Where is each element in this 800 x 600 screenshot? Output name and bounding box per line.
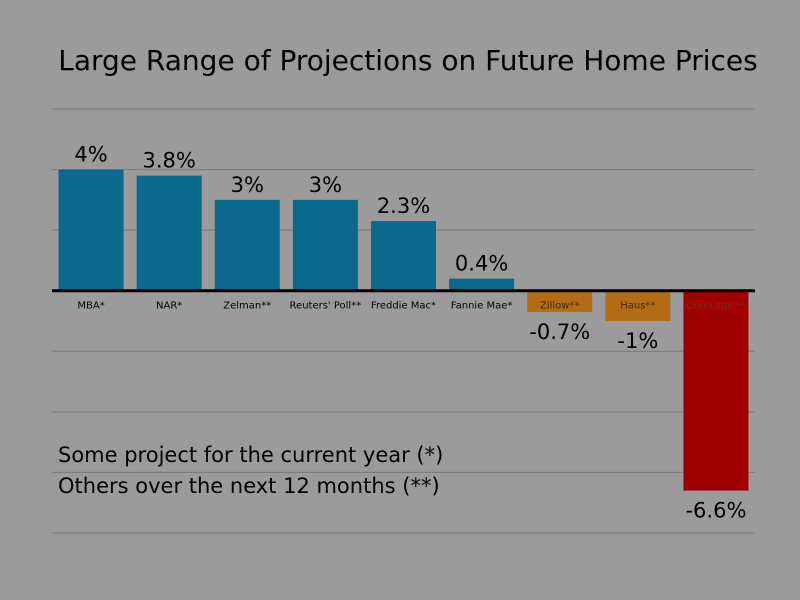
data-label: -1% (617, 329, 658, 353)
data-label: -0.7% (529, 320, 590, 344)
data-label: 2.3% (377, 194, 430, 218)
category-label: CoreLogic** (686, 301, 745, 312)
bar (292, 199, 358, 291)
data-label: 3.8% (142, 149, 195, 173)
bar (214, 199, 280, 291)
data-label: -6.6% (685, 499, 746, 523)
bar (371, 221, 436, 291)
bar (605, 290, 671, 321)
data-label: 0.4% (455, 252, 508, 276)
data-label: 3% (309, 173, 342, 197)
bar (449, 278, 515, 291)
annotation-line-2: Others over the next 12 months (**) (58, 474, 440, 498)
category-label: Zelman** (223, 301, 271, 312)
chart-title: Large Range of Projections on Future Hom… (58, 44, 758, 77)
category-label: Zillow** (540, 301, 579, 312)
bar (58, 169, 124, 291)
data-label: 3% (231, 173, 264, 197)
bar (527, 290, 593, 312)
data-label: 4% (74, 143, 107, 167)
category-label: Freddie Mac* (371, 301, 436, 312)
bar (683, 290, 749, 491)
category-label: NAR* (156, 301, 182, 312)
category-label: Fannie Mae* (451, 301, 513, 312)
annotation-line-1: Some project for the current year (*) (58, 443, 444, 467)
annotation: Some project for the current year (*) Ot… (58, 440, 443, 502)
category-label: MBA* (77, 301, 104, 312)
category-label: Reuters' Poll** (290, 301, 362, 312)
category-label: Haus** (620, 301, 655, 312)
bar (136, 175, 202, 291)
